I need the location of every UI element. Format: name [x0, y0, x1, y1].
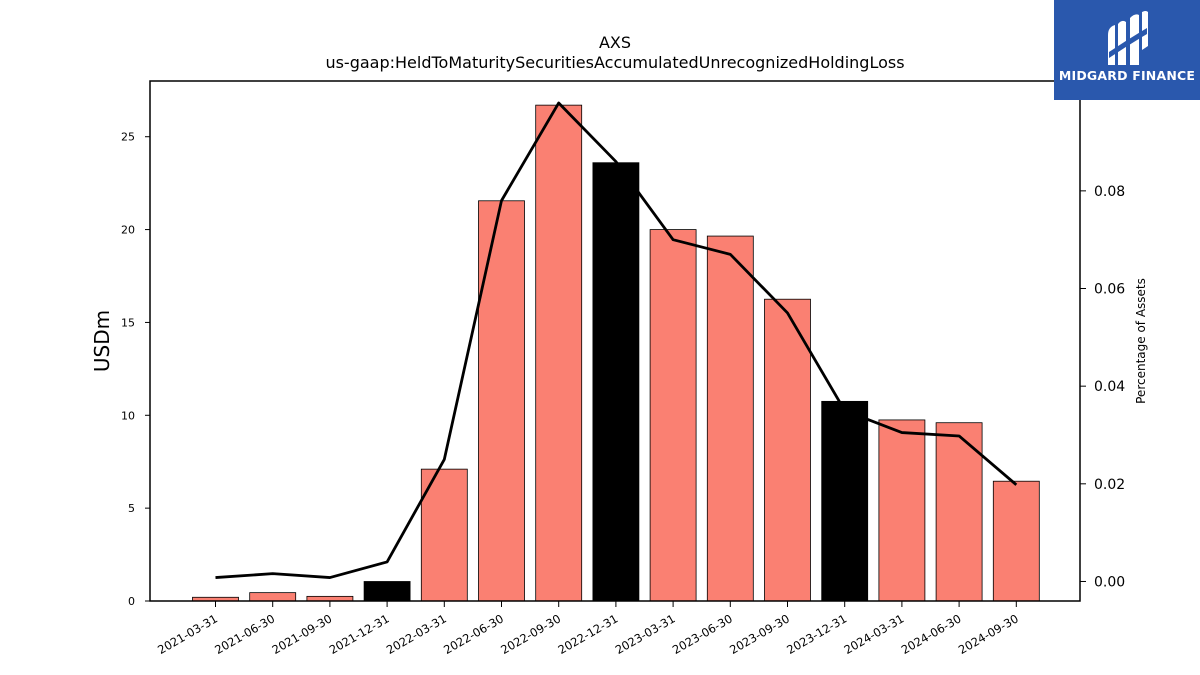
x-tick-label: 2024-09-30 [956, 611, 1021, 657]
bar [478, 200, 525, 602]
x-tick-label: 2023-12-31 [784, 611, 849, 657]
y-tick-label: 10 [121, 409, 135, 422]
bar [249, 592, 297, 602]
y2-axis-label: Percentage of Assets [1134, 278, 1148, 404]
chart-subtitle: us-gaap:HeldToMaturitySecuritiesAccumula… [325, 53, 904, 72]
y2-tick-label: 0.02 [1094, 477, 1125, 493]
bar [363, 581, 411, 602]
bar [821, 400, 869, 602]
y2-tick-label: 0.06 [1094, 282, 1125, 298]
x-tick-label: 2021-06-30 [212, 611, 277, 657]
bar-group [192, 104, 1040, 602]
x-tick-label: 2023-03-31 [613, 611, 678, 657]
bar [935, 422, 983, 602]
x-tick-label: 2021-09-30 [270, 611, 335, 657]
y-tick-label: 0 [128, 595, 135, 608]
x-tick-label: 2021-03-31 [155, 611, 220, 657]
bar [535, 104, 583, 602]
bar [992, 480, 1040, 602]
x-tick-label: 2022-09-30 [498, 611, 563, 657]
x-tick-label: 2023-09-30 [727, 611, 792, 657]
y2-tick-label: 0.00 [1094, 574, 1125, 590]
bar [420, 468, 468, 602]
x-axis: 2021-03-312021-06-302021-09-302021-12-31… [155, 601, 1021, 657]
bar [592, 162, 640, 602]
plot-frame [149, 80, 1081, 602]
chart-title: AXS [599, 33, 631, 52]
logo-text: MIDGARD FINANCE [1058, 68, 1196, 83]
y-tick-label: 20 [121, 224, 135, 237]
y-tick-label: 5 [128, 502, 135, 515]
x-tick-label: 2024-06-30 [899, 611, 964, 657]
y-tick-label: 25 [121, 131, 135, 144]
line-group [215, 101, 1018, 579]
y-axis-right: 0.00 0.02 0.04 0.06 0.08 [1080, 184, 1125, 590]
y-axis-label: USDm [90, 310, 114, 372]
bar [706, 235, 754, 602]
x-tick-label: 2022-03-31 [384, 611, 449, 657]
y-axis-left: 0 5 10 15 20 25 [121, 131, 150, 608]
x-tick-label: 2024-03-31 [842, 611, 907, 657]
x-tick-label: 2022-12-31 [556, 611, 621, 657]
bar [649, 229, 697, 602]
x-tick-label: 2023-06-30 [670, 611, 735, 657]
y2-tick-label: 0.08 [1094, 184, 1125, 200]
bar [764, 298, 811, 602]
x-tick-label: 2022-06-30 [441, 611, 506, 657]
midgard-finance-logo: MIDGARD FINANCE [1054, 0, 1200, 100]
y2-tick-label: 0.04 [1094, 379, 1125, 395]
bar [878, 419, 926, 602]
x-tick-label: 2021-12-31 [327, 611, 392, 657]
midgard-logo-icon [1108, 11, 1148, 65]
y-tick-label: 15 [121, 316, 135, 329]
